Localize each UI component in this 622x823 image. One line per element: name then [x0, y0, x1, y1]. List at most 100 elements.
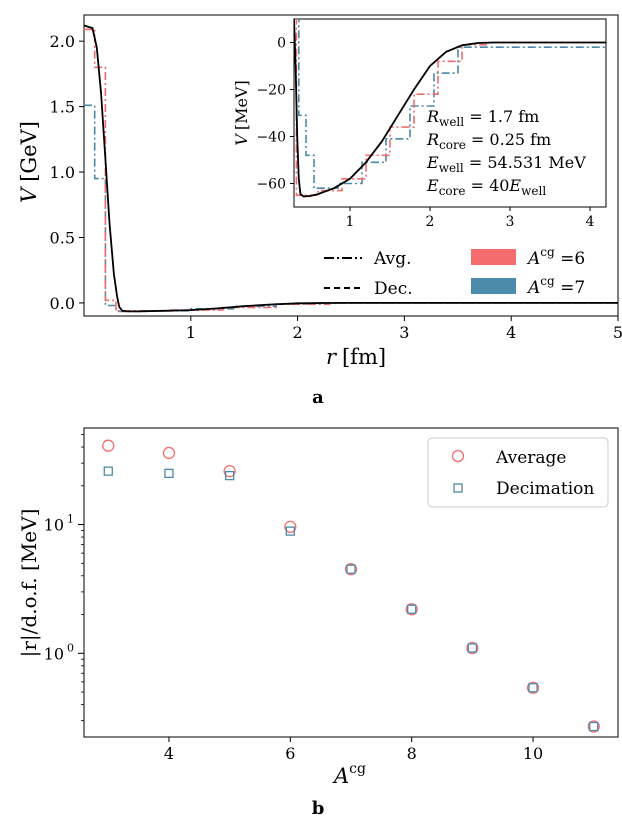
panel-a-legend: Avg. Dec. Acg =6 Acg =7: [324, 245, 585, 299]
legend-a7-rest: =7: [555, 278, 585, 298]
panel-a-x-tick-label: 5: [613, 323, 622, 342]
panel-a-y-tick-label: 0.5: [50, 228, 75, 247]
point-decimation: [528, 683, 538, 693]
inset-series-average-a6: [294, 19, 606, 197]
inset-annotation-sub: core: [439, 184, 466, 198]
panel-a-xlabel: r [fm]: [326, 345, 386, 369]
legend-a7-base: A: [526, 278, 540, 298]
panel-a-ylabel-var: V: [17, 186, 41, 203]
point-decimation: [103, 466, 113, 476]
inset-annotation-var2: E: [508, 176, 521, 195]
point-average: [405, 603, 418, 616]
panel-a-series: [83, 24, 618, 313]
panel-b-legend-frame: [427, 437, 609, 508]
panel-a-x-tick-label: 2: [293, 323, 303, 342]
inset-y-tick-label: −40: [256, 130, 286, 146]
panel-b-label: b: [312, 798, 325, 819]
panel-b-y-tick-exponent: 0: [67, 641, 74, 654]
inset-y-tick-label: 0: [277, 36, 286, 52]
legend-a6-base: A: [526, 249, 540, 269]
point-average: [587, 720, 600, 733]
inset-ylabel-var: V: [232, 133, 251, 146]
panel-a-xlabel-unit: [fm]: [342, 345, 386, 369]
inset-annotation-var: E: [426, 176, 439, 195]
legend-decimation-marker: [453, 483, 463, 493]
panel-a-label: a: [312, 387, 324, 408]
panel-a-y-tick-label: 1.0: [50, 163, 75, 182]
panel-b-x-tick-label: 4: [164, 744, 174, 763]
inset-annotation-line: Ecore = 40Ewell: [426, 176, 546, 198]
panel-b-x-tick-label: 10: [523, 744, 543, 763]
point-average: [162, 446, 176, 460]
series-exact-potential: [83, 24, 618, 313]
inset-annotation-var: R: [426, 107, 439, 126]
panel-b-legend: Average Decimation: [427, 437, 609, 508]
inset-annotation-sub: core: [439, 138, 466, 152]
point-average: [466, 641, 479, 655]
legend-a6-label: Acg =6: [526, 245, 585, 269]
inset-annotation-rest: = 40: [465, 176, 509, 195]
panel-a-y-tick-label: 0.0: [50, 294, 75, 313]
panel-a-y-tick-label: 2.0: [50, 32, 75, 51]
inset-frame: [293, 18, 607, 208]
inset-y-tick-label: −20: [256, 83, 286, 99]
legend-average-label: Average: [495, 448, 566, 468]
panel-a-ylabel: V [GeV]: [17, 121, 41, 203]
inset-annotation-rest: = 1.7 fm: [464, 107, 539, 126]
panel-b-xlabel: Acg: [332, 761, 366, 788]
inset-series: [294, 19, 606, 198]
point-decimation: [467, 643, 478, 653]
inset-x-tick-label: 1: [346, 214, 355, 230]
inset-x-tick-label: 4: [586, 214, 595, 230]
inset-x-tick-label: 2: [426, 214, 435, 230]
panel-a-x-tick-label: 1: [186, 323, 196, 342]
point-decimation: [164, 468, 174, 478]
inset-annotation-rest: = 0.25 fm: [466, 130, 551, 149]
legend-a7-label: Acg =7: [526, 274, 585, 298]
panel-b-x-tick-label: 8: [407, 744, 417, 763]
inset-series-decimation-a7: [294, 19, 606, 189]
panel-a-plot-frame: [83, 14, 619, 317]
point-average: [223, 464, 236, 478]
legend-decimation-label: Decimation: [496, 479, 594, 499]
inset-ylabel: V [MeV]: [232, 80, 251, 145]
panel-a-ylabel-unit: [GeV]: [17, 121, 41, 182]
point-average: [102, 439, 115, 452]
panel-b-plot-frame: [83, 427, 619, 738]
panel-b-ylabel: |r|/d.o.f. [MeV]: [17, 509, 42, 658]
legend-a6-sup: cg: [540, 245, 555, 259]
inset-y-tick-label: −60: [256, 177, 286, 193]
inset-series-clip: [294, 19, 606, 198]
inset-annotation-sub2: well: [521, 184, 546, 198]
legend-a7-sup: cg: [540, 274, 555, 288]
panel-b-xlabel-sup: cg: [349, 761, 366, 777]
point-decimation: [285, 526, 295, 536]
legend-a7-swatch: [471, 278, 516, 294]
point-decimation: [224, 470, 235, 481]
point-decimation: [346, 564, 356, 574]
panel-b-y-tick-label: 10: [44, 516, 64, 535]
panel-a-x-tick-label: 4: [506, 323, 516, 342]
point-average: [284, 520, 297, 533]
panel-a-y-ticks: 0.0 0.5 1.0 1.5 2.0: [50, 32, 84, 313]
inset-ylabel-unit: [MeV]: [232, 80, 251, 130]
inset-annotation-var: R: [426, 130, 439, 149]
point-average: [344, 563, 358, 576]
inset-annotation-line: Rwell = 1.7 fm: [426, 107, 539, 129]
inset-annotation-sub: well: [439, 161, 464, 175]
inset-annotation-line: Rcore = 0.25 fm: [426, 130, 551, 152]
inset-annotation-rest: = 54.531 MeV: [464, 153, 587, 172]
inset-series-exact-potential: [294, 19, 606, 198]
panel-a-x-ticks: 1 2 3 4 5: [186, 316, 622, 342]
legend-a6-rest: =6: [555, 249, 585, 269]
legend-a6-swatch: [471, 249, 516, 265]
inset-x-ticks: 1 2 3 4: [346, 207, 595, 230]
inset-x-tick-label: 3: [506, 214, 515, 230]
legend-average-marker: [451, 449, 465, 463]
panel-b-y-tick-exponent: 1: [67, 513, 74, 526]
panel-b-x-tick-label: 6: [285, 744, 295, 763]
